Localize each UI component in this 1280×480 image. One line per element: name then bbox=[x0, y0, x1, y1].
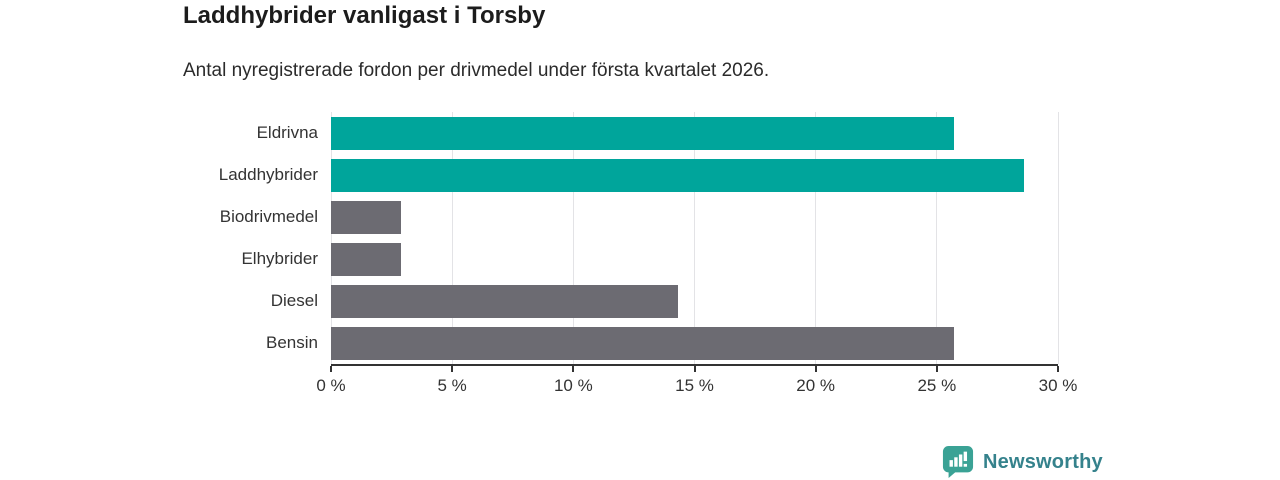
gridline bbox=[936, 112, 938, 364]
bar-chart-speech-bubble-icon bbox=[942, 446, 974, 478]
gridline bbox=[815, 112, 817, 364]
bar-laddhybrider bbox=[331, 158, 1025, 192]
gridline bbox=[572, 112, 574, 364]
plot-area bbox=[330, 112, 1059, 364]
gridline bbox=[330, 112, 332, 364]
x-axis-tick bbox=[451, 366, 454, 372]
brand-logo: Newsworthy bbox=[942, 445, 1103, 479]
x-axis-tick bbox=[1057, 366, 1059, 372]
category-label: Laddhybrider bbox=[218, 165, 318, 184]
x-axis-tick-label: 25 % bbox=[917, 376, 957, 395]
x-axis: 0 % 5 % 10 % 15 % 20 % 25 % 30 % bbox=[316, 364, 1077, 406]
x-axis-tick-label: 10 % bbox=[553, 376, 593, 395]
x-axis-tick-label: 30 % bbox=[1038, 376, 1078, 395]
brand-name: Newsworthy bbox=[983, 450, 1103, 473]
x-axis-tick bbox=[814, 366, 817, 372]
x-axis-line bbox=[331, 364, 1058, 366]
x-axis-tick-label: 15 % bbox=[675, 376, 714, 395]
category-label: Bensin bbox=[266, 333, 318, 352]
category-label: Elhybrider bbox=[241, 249, 318, 268]
x-axis-tick-label: 5 % bbox=[437, 376, 467, 395]
category-label: Diesel bbox=[270, 291, 318, 310]
bar-bensin bbox=[331, 326, 954, 360]
x-axis-tick bbox=[935, 366, 938, 372]
bar-eldrivna bbox=[331, 116, 954, 150]
x-axis-tick bbox=[693, 366, 696, 372]
x-axis-tick bbox=[330, 366, 332, 372]
chart-subtitle: Antal nyregistrerade fordon per drivmede… bbox=[183, 60, 770, 81]
bar-diesel bbox=[331, 284, 678, 318]
category-labels: Eldrivna Laddhybrider Biodrivmedel Elhybrid… bbox=[0, 112, 318, 364]
bar-elhybrider bbox=[331, 242, 402, 276]
category-label: Eldrivna bbox=[256, 123, 318, 142]
chart-title: Laddhybrider vanligast i Torsby bbox=[183, 2, 546, 29]
gridline bbox=[1057, 112, 1059, 364]
category-label: Biodrivmedel bbox=[219, 207, 318, 226]
x-axis-tick-label: 20 % bbox=[796, 376, 836, 395]
gridline bbox=[694, 112, 695, 364]
x-axis-tick-label: 0 % bbox=[316, 376, 346, 395]
bar-biodrivmedel bbox=[331, 200, 402, 234]
gridline bbox=[451, 112, 453, 364]
x-axis-tick bbox=[572, 366, 575, 372]
